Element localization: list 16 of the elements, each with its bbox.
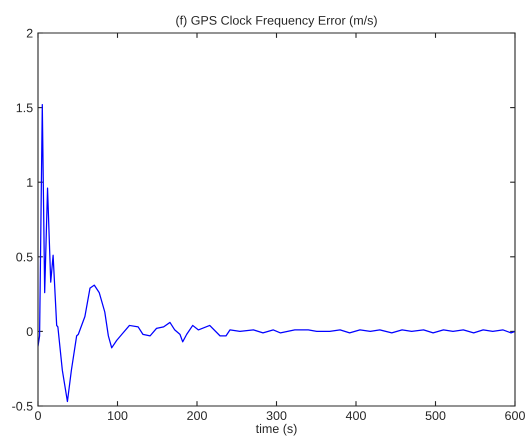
y-tick-label: 1.5 bbox=[16, 104, 33, 112]
y-tick-label: 1 bbox=[27, 178, 33, 187]
x-tick-label: 0 bbox=[35, 411, 41, 420]
y-tick-label: 2 bbox=[26, 28, 33, 38]
y-tick-label: 0 bbox=[26, 327, 33, 336]
y-tick-label: 0.5 bbox=[16, 252, 33, 262]
x-axis-title: time (s) bbox=[256, 424, 297, 436]
x-tick-label: 600 bbox=[505, 411, 525, 420]
chart-title: (f) GPS Clock Frequency Error (m/s) bbox=[176, 16, 377, 28]
y-tick-label: -0.5 bbox=[12, 402, 33, 411]
x-tick-label: 400 bbox=[346, 411, 366, 420]
line-series bbox=[38, 104, 515, 402]
x-tick-label: 100 bbox=[108, 411, 128, 420]
x-tick-label: 500 bbox=[426, 411, 446, 420]
x-tick-label: 300 bbox=[266, 411, 286, 420]
x-tick-label: 200 bbox=[187, 411, 207, 420]
